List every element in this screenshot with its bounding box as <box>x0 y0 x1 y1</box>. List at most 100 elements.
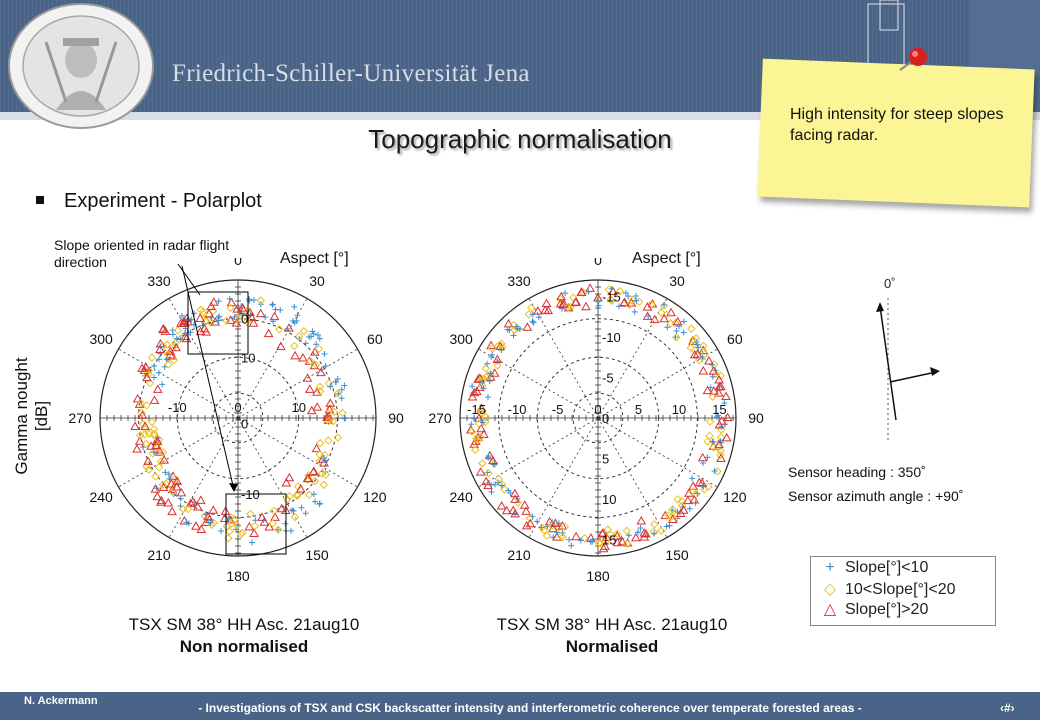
data-point-triangle <box>290 350 300 360</box>
data-point-diamond <box>647 300 656 309</box>
data-point-triangle <box>309 347 320 356</box>
data-point-plus <box>538 524 545 531</box>
data-point-plus <box>177 336 184 343</box>
data-point-plus <box>498 482 505 489</box>
data-point-diamond <box>333 433 342 442</box>
data-point-triangle <box>510 488 520 498</box>
data-point-triangle <box>510 494 520 503</box>
data-point-plus <box>309 328 316 335</box>
data-point-plus <box>191 310 198 317</box>
data-point-triangle <box>181 333 192 343</box>
data-point-plus <box>288 527 295 534</box>
data-point-plus <box>282 520 289 527</box>
data-point-diamond <box>705 417 715 426</box>
data-point-diamond <box>230 515 239 524</box>
data-point-diamond <box>606 530 615 539</box>
data-point-diamond <box>476 405 486 414</box>
data-point-plus <box>294 312 301 319</box>
diamond-marker-icon: ◇ <box>823 581 837 598</box>
data-point-triangle <box>311 443 322 453</box>
data-point-diamond <box>700 349 710 359</box>
data-point-diamond <box>494 474 503 484</box>
data-point-diamond <box>657 526 666 536</box>
radial-tick-label: -5 <box>602 371 614 386</box>
data-point-plus <box>207 519 214 526</box>
data-point-diamond <box>156 457 166 466</box>
sensor-geometry-diagram: 0˚ <box>876 276 940 442</box>
angle-tick-label: 300 <box>449 331 473 347</box>
data-point-diamond <box>304 471 313 480</box>
plot-legend: + Slope[°]<10 ◇ 10<Slope[°]<20 △ Slope[°]>2… <box>810 556 996 626</box>
data-point-plus <box>150 374 157 381</box>
data-point-triangle <box>284 472 295 482</box>
data-point-diamond <box>594 538 604 548</box>
data-point-diamond <box>292 491 302 501</box>
data-point-triangle <box>522 322 533 331</box>
plus-marker-icon: + <box>825 559 835 576</box>
data-point-triangle <box>324 404 335 414</box>
angle-tick-label: 240 <box>89 489 113 505</box>
data-point-triangle <box>678 505 689 514</box>
annotation-arrow-bottom <box>181 265 235 491</box>
data-point-diamond <box>176 333 186 343</box>
data-point-plus <box>505 487 512 494</box>
data-point-diamond <box>144 465 154 474</box>
data-point-plus <box>700 483 707 490</box>
angle-tick-label: 90 <box>388 410 404 426</box>
data-point-diamond <box>615 287 625 296</box>
data-point-diamond <box>315 450 324 459</box>
data-point-plus <box>694 490 701 497</box>
data-point-triangle <box>302 473 313 482</box>
caption-right-line2: Normalised <box>565 637 659 656</box>
data-point-triangle <box>532 306 543 315</box>
bullet-square-icon <box>36 195 44 204</box>
data-point-triangle <box>571 531 581 541</box>
data-point-triangle <box>722 412 733 422</box>
data-point-diamond <box>563 303 573 312</box>
data-point-triangle <box>159 455 170 464</box>
radial-tick-label: 15 <box>602 532 616 547</box>
note-text: High intensity for steep slopes facing r… <box>790 106 1004 144</box>
data-point-diamond <box>705 431 714 441</box>
angle-tick-label: 60 <box>367 331 383 347</box>
data-point-triangle <box>721 432 732 442</box>
data-point-diamond <box>650 520 659 529</box>
data-point-diamond <box>153 443 162 452</box>
data-point-plus <box>566 536 573 543</box>
data-point-diamond <box>315 382 325 392</box>
data-point-triangle <box>570 297 581 307</box>
data-point-plus <box>316 501 323 508</box>
data-point-triangle <box>306 405 317 415</box>
data-point-plus <box>302 510 309 517</box>
data-point-triangle <box>660 510 671 520</box>
radial-tick-label: -10 <box>168 400 187 415</box>
data-point-diamond <box>294 332 304 341</box>
radial-tick-label: 10 <box>672 402 686 417</box>
data-point-triangle <box>155 344 165 354</box>
data-point-plus <box>711 468 718 475</box>
data-point-diamond <box>324 417 333 426</box>
data-point-plus <box>312 498 319 505</box>
data-point-plus <box>595 302 602 309</box>
legend-label: Slope[°]<10 <box>845 559 929 576</box>
data-point-diamond <box>699 341 708 351</box>
data-point-plus <box>150 449 157 456</box>
angle-tick-label: 330 <box>147 273 171 289</box>
data-point-triangle <box>210 317 221 326</box>
data-point-diamond <box>478 459 487 468</box>
data-point-diamond <box>226 519 236 529</box>
university-seal-logo <box>8 3 154 129</box>
data-point-plus <box>675 323 682 330</box>
data-point-plus <box>327 383 334 390</box>
data-point-plus <box>589 538 596 545</box>
data-point-triangle <box>630 532 641 542</box>
data-point-plus <box>159 381 166 388</box>
polar-spoke <box>118 417 239 488</box>
data-point-plus <box>338 386 345 393</box>
data-point-triangle <box>608 286 618 295</box>
data-point-triangle <box>557 299 568 309</box>
data-point-diamond <box>196 305 206 315</box>
data-point-diamond <box>142 401 151 410</box>
data-point-diamond <box>657 308 666 317</box>
